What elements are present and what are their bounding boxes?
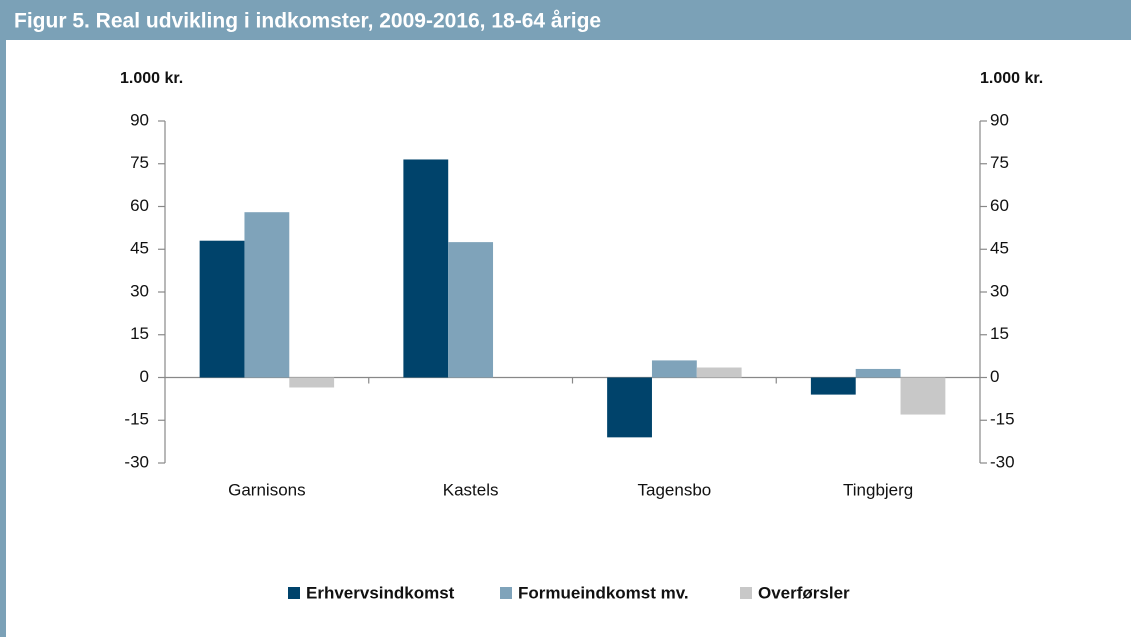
bar <box>199 240 245 378</box>
y2-tick-label: 60 <box>990 196 1009 215</box>
bar <box>900 377 946 415</box>
bar <box>651 360 697 378</box>
y2-tick-label: 75 <box>990 153 1009 172</box>
bar <box>244 212 290 378</box>
y2-tick-label: -30 <box>990 452 1015 471</box>
bar <box>855 368 901 378</box>
bar <box>448 242 494 378</box>
y2-tick-label: 45 <box>990 239 1009 258</box>
bar <box>289 377 335 388</box>
x-tick-label: Kastels <box>443 480 499 499</box>
title-bar <box>0 0 1131 40</box>
legend-label: Erhvervsindkomst <box>306 583 455 602</box>
legend-swatch <box>288 587 300 599</box>
y-tick-label: 0 <box>140 367 149 386</box>
x-tick-label: Tingbjerg <box>843 480 913 499</box>
y2-tick-label: 0 <box>990 367 999 386</box>
y-tick-label: 75 <box>130 153 149 172</box>
bar <box>403 159 449 378</box>
y2-tick-label: 15 <box>990 324 1009 343</box>
y-axis-label: 1.000 kr. <box>120 70 183 87</box>
y2-axis-label: 1.000 kr. <box>980 70 1043 87</box>
y-tick-label: 90 <box>130 110 149 129</box>
y-tick-label: 60 <box>130 196 149 215</box>
legend-swatch <box>500 587 512 599</box>
legend-swatch <box>740 587 752 599</box>
bar <box>696 367 742 378</box>
y-tick-label: 30 <box>130 281 149 300</box>
chart-title: Figur 5. Real udvikling i indkomster, 20… <box>14 10 601 33</box>
bar <box>810 377 856 395</box>
legend-label: Overførsler <box>758 583 850 602</box>
y2-tick-label: 30 <box>990 281 1009 300</box>
legend-label: Formueindkomst mv. <box>518 583 689 602</box>
x-tick-label: Tagensbo <box>638 480 712 499</box>
y-tick-label: 15 <box>130 324 149 343</box>
y-tick-label: -15 <box>124 410 149 429</box>
y-tick-label: 45 <box>130 239 149 258</box>
bar <box>607 377 652 438</box>
y-tick-label: -30 <box>124 452 149 471</box>
y2-tick-label: -15 <box>990 410 1015 429</box>
left-border <box>0 40 6 637</box>
y2-tick-label: 90 <box>990 110 1009 129</box>
x-tick-label: Garnisons <box>228 480 305 499</box>
